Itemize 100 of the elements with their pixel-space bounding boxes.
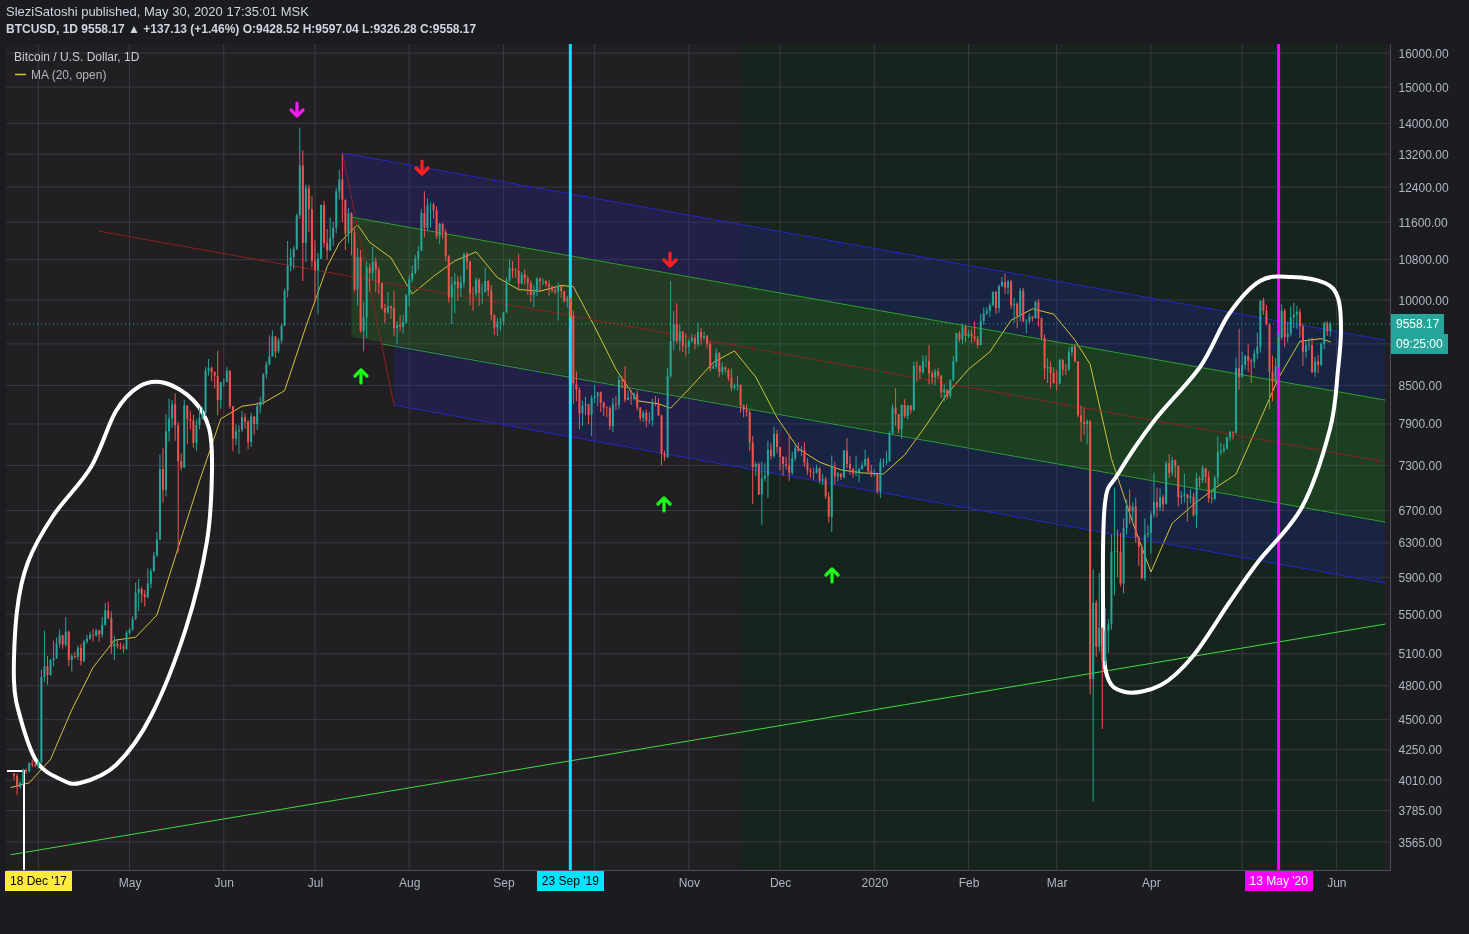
candlestick <box>921 354 924 375</box>
x-tick-label: 2020 <box>861 875 889 890</box>
candlestick <box>915 360 918 383</box>
candlestick <box>438 222 441 245</box>
candlestick <box>1004 272 1007 295</box>
candlestick <box>89 631 92 641</box>
y-tick-label: 10800.00 <box>1398 253 1449 268</box>
candlestick <box>529 279 532 303</box>
candlestick <box>791 451 794 476</box>
x-tick-label: Nov <box>678 875 701 890</box>
candlestick <box>776 429 779 454</box>
candlestick <box>687 338 690 355</box>
label-box: 9558.17 <box>1391 313 1445 334</box>
candlestick <box>697 322 699 348</box>
candlestick <box>624 365 627 403</box>
candlestick <box>1162 494 1165 512</box>
label-box: 13 May '20 <box>1244 871 1313 891</box>
candlestick <box>1232 430 1235 440</box>
candlestick <box>456 275 459 302</box>
candlestick <box>146 567 149 599</box>
candlestick <box>1192 492 1195 518</box>
x-tick-label: Apr <box>1142 875 1161 890</box>
x-tick-label: May <box>118 875 142 890</box>
candlestick <box>1037 298 1040 327</box>
candlestick <box>678 323 681 352</box>
y-tick-label: 4800.00 <box>1398 679 1443 694</box>
chart-subtitle: BTCUSD, 1D 9558.17 ▲ +137.13 (+1.46%) O:9428.52 H:9597.04 L:9326.28 C:9558.17 <box>6 21 477 38</box>
label-box: 23 Sep '19 <box>536 871 604 891</box>
candlestick <box>82 639 85 663</box>
candlestick <box>894 387 897 427</box>
y-tick-label: 5500.00 <box>1398 607 1443 622</box>
candlestick <box>1207 470 1210 504</box>
candlestick <box>253 415 256 436</box>
candlestick <box>1010 279 1013 310</box>
y-tick-label: 11600.00 <box>1398 215 1448 230</box>
candlestick <box>1183 472 1186 504</box>
candlestick <box>700 327 703 346</box>
candlestick <box>453 272 456 314</box>
candlestick <box>739 383 742 414</box>
candlestick <box>386 291 389 315</box>
candlestick <box>608 405 611 431</box>
chart-title: SleziSatoshi published, May 30, 2020 17:35:01 MSK <box>6 3 310 21</box>
y-tick-label: 15000.00 <box>1398 80 1449 95</box>
candlestick <box>769 442 772 461</box>
y-tick-label: 7900.00 <box>1398 417 1443 432</box>
candlestick <box>329 217 332 251</box>
candlestick <box>928 344 931 385</box>
y-tick-label: 3785.00 <box>1398 804 1443 819</box>
y-tick-label: 16000.00 <box>1398 46 1449 61</box>
candlestick <box>1271 354 1274 402</box>
candlestick <box>368 263 371 293</box>
candlestick <box>1098 572 1101 653</box>
candlestick <box>684 333 687 358</box>
candlestick <box>934 368 937 386</box>
candlestick <box>426 197 429 232</box>
y-tick-label: 4250.00 <box>1398 743 1443 758</box>
candlestick <box>903 398 906 419</box>
candlestick <box>918 364 921 380</box>
candlestick <box>161 447 164 504</box>
candlestick <box>803 441 806 468</box>
y-tick-label: 5900.00 <box>1398 570 1443 585</box>
candlestick <box>885 450 888 466</box>
y-tick-label: 13200.00 <box>1398 147 1449 162</box>
x-tick-label: Mar <box>1046 875 1068 890</box>
ref-line-label: 23 Sep '19 <box>541 874 599 888</box>
candlestick <box>897 413 900 434</box>
label-box: 18 Dec '17 <box>5 871 72 891</box>
candlestick <box>393 290 396 338</box>
y-tick-label: 6300.00 <box>1398 536 1443 551</box>
y-tick-label: 14000.00 <box>1398 116 1449 131</box>
candlestick <box>371 246 374 281</box>
line-series <box>10 224 1331 788</box>
candlestick <box>833 461 836 485</box>
x-tick-label: Feb <box>958 875 980 890</box>
candlestick <box>475 276 478 298</box>
candlestick <box>651 398 654 427</box>
x-tick-label: Jun <box>1327 875 1347 890</box>
y-tick-label: 12400.00 <box>1398 180 1449 195</box>
candlestick <box>876 472 879 495</box>
candlestick <box>614 395 617 411</box>
candlestick <box>1128 489 1131 525</box>
candlestick <box>715 347 718 370</box>
x-tick-label: Aug <box>399 875 421 890</box>
candlestick <box>377 266 380 295</box>
candlestick <box>1016 301 1019 329</box>
candlestick <box>1253 349 1256 369</box>
candlestick <box>800 445 803 457</box>
candlestick <box>1086 418 1089 445</box>
legend-title: Bitcoin / U.S. Dollar, 1D <box>14 50 140 64</box>
candlestick <box>256 401 259 431</box>
candlestick <box>195 418 198 452</box>
candlestick <box>788 433 791 482</box>
candlestick <box>1317 354 1320 374</box>
ref-line-label: 9558.17 <box>1396 316 1440 331</box>
candlestick <box>350 211 353 256</box>
candlestick <box>675 302 678 344</box>
candlestick <box>627 389 630 402</box>
candlestick <box>657 397 660 417</box>
candlestick <box>125 630 128 651</box>
ref-line-label: 13 May '20 <box>1249 874 1308 888</box>
